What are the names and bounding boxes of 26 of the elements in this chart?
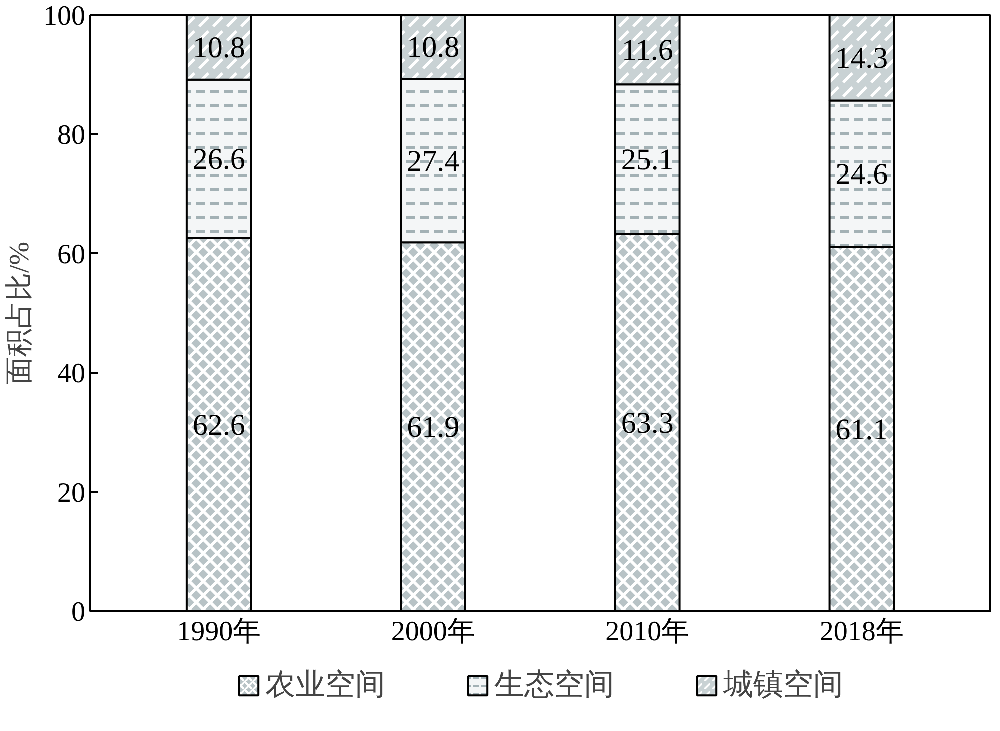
data-label: 14.3 xyxy=(836,42,888,76)
data-label: 61.9 xyxy=(407,411,460,444)
y-tick-label: 40 xyxy=(58,358,86,390)
y-tick-label: 100 xyxy=(44,1,86,32)
data-label: 11.6 xyxy=(622,34,674,68)
data-label: 10.8 xyxy=(192,32,246,65)
y-tick-label: 0 xyxy=(72,597,86,628)
data-label: 25.1 xyxy=(621,143,674,176)
x-tick-label: 1990年 xyxy=(177,616,262,648)
x-tick-label: 2018年 xyxy=(820,616,904,648)
data-label: 61.1 xyxy=(836,413,888,446)
y-tick-label: 80 xyxy=(58,120,86,152)
data-label: 26.6 xyxy=(192,143,246,176)
data-label: 63.3 xyxy=(621,406,674,440)
data-label: 10.8 xyxy=(407,31,460,64)
y-tick-label: 60 xyxy=(58,239,86,270)
x-tick-label: 2010年 xyxy=(606,616,690,648)
legend-label: 城镇空间 xyxy=(724,668,844,704)
legend-label: 农业空间 xyxy=(266,668,386,704)
data-label: 62.6 xyxy=(192,408,246,442)
legend-label: 生态空间 xyxy=(494,668,614,704)
data-label: 24.6 xyxy=(836,158,888,192)
y-tick-label: 20 xyxy=(58,478,86,509)
y-axis-title: 面积占比/% xyxy=(4,242,36,386)
x-tick-label: 2000年 xyxy=(391,616,476,648)
data-label: 27.4 xyxy=(407,144,460,178)
